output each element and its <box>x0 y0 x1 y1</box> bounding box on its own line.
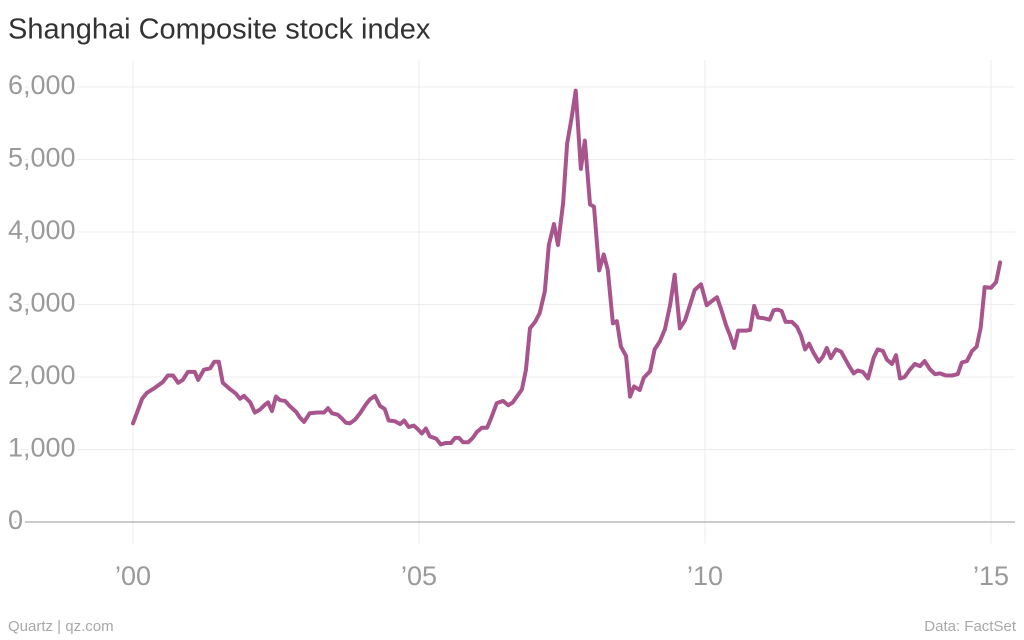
y-tick-label: 1,000 <box>8 433 76 463</box>
x-tick-label: ’10 <box>687 561 723 591</box>
price-line <box>130 88 1003 447</box>
chart-title: Shanghai Composite stock index <box>8 14 431 46</box>
y-tick-label: 4,000 <box>8 215 76 245</box>
y-tick-label: 6,000 <box>8 70 76 100</box>
y-tick-label: 3,000 <box>8 288 76 318</box>
y-tick-label: 2,000 <box>8 360 76 390</box>
y-tick-label: 5,000 <box>8 143 76 173</box>
x-tick-label: ’15 <box>973 561 1009 591</box>
source-right: Data: FactSet <box>924 618 1017 635</box>
source-left: Quartz | qz.com <box>8 618 114 635</box>
y-tick-label: 0 <box>8 505 23 535</box>
x-tick-label: ’00 <box>115 561 151 591</box>
x-tick-label: ’05 <box>401 561 437 591</box>
